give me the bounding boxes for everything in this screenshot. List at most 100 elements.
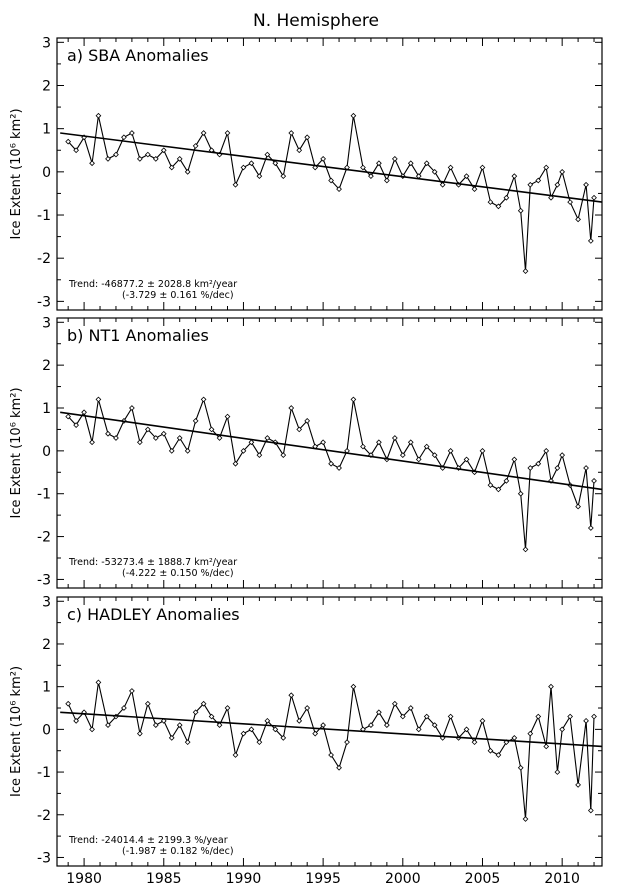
trend-line [60, 411, 603, 491]
data-point [296, 147, 303, 154]
data-point [280, 452, 287, 459]
data-point [200, 700, 207, 707]
data-point [548, 683, 554, 690]
data-point [176, 435, 183, 441]
data-point [535, 177, 542, 184]
data-point [296, 426, 303, 433]
data-point [105, 430, 111, 437]
data-point [288, 130, 295, 136]
data-point [447, 164, 454, 171]
data-point [184, 447, 191, 454]
data-point [360, 443, 366, 450]
trend-text-detail: (-3.729 ± 0.161 %/dec) [122, 290, 234, 301]
data-point [136, 730, 143, 737]
data-point [129, 688, 135, 694]
y-tick-label: 0 [42, 444, 51, 460]
trend-line [60, 132, 603, 203]
data-point [360, 164, 366, 171]
data-point [89, 160, 95, 167]
plot-frame [56, 596, 603, 867]
y-tick-label: 1 [42, 680, 51, 696]
data-point [479, 717, 486, 724]
panel-label: b) NT1 Anomalies [67, 326, 209, 345]
y-tick-label: 0 [42, 722, 51, 738]
y-tick-label: 2 [42, 78, 51, 94]
data-point [95, 679, 102, 686]
data-point [503, 194, 510, 201]
data-point [391, 435, 398, 441]
data-point [224, 413, 231, 420]
data-point [256, 452, 263, 459]
data-point [95, 396, 102, 403]
data-point [368, 722, 374, 728]
data-point [522, 268, 529, 275]
data-point [328, 460, 334, 467]
data-point [463, 456, 470, 463]
data-point [583, 717, 589, 724]
data-point [168, 447, 175, 454]
data-point [350, 683, 357, 690]
data-point [121, 705, 127, 711]
data-point [65, 700, 72, 707]
data-point [89, 439, 95, 446]
data-point [471, 739, 478, 746]
x-tick-label: 2005 [465, 871, 501, 887]
y-tick-label: 1 [42, 122, 51, 138]
y-tick-label: -2 [37, 808, 51, 824]
y-tick-label: -2 [37, 530, 51, 546]
data-point [264, 435, 271, 441]
data-point [81, 409, 87, 416]
data-point [431, 168, 438, 175]
data-point [73, 147, 79, 154]
data-point [591, 713, 597, 720]
series-line [67, 115, 595, 272]
data-point [431, 722, 438, 728]
data-point [65, 138, 72, 145]
data-point [95, 112, 102, 119]
data-point [136, 156, 143, 162]
data-point [511, 173, 518, 180]
data-point [129, 130, 135, 136]
data-point [479, 164, 486, 171]
data-point [591, 194, 597, 201]
data-point [256, 173, 263, 180]
data-point [320, 156, 326, 162]
data-point [567, 713, 573, 720]
data-point [376, 160, 382, 167]
data-point [554, 465, 561, 471]
data-point [176, 156, 183, 162]
data-point [391, 156, 398, 162]
data-point [144, 151, 151, 158]
data-point [423, 443, 430, 450]
x-tick-label: 2010 [544, 871, 580, 887]
y-axis-label: Ice Extent (10⁶ km²) [9, 387, 24, 518]
y-tick-label: -3 [37, 850, 51, 866]
data-point [575, 503, 581, 510]
data-point [304, 417, 311, 424]
trend-line [60, 711, 603, 748]
y-tick-label: 3 [42, 315, 51, 331]
data-point [543, 743, 550, 750]
data-point [548, 194, 554, 201]
data-point [152, 156, 159, 162]
data-point [129, 405, 135, 411]
trend-text-detail: (-1.987 ± 0.182 %/dec) [122, 846, 234, 857]
data-point [517, 490, 524, 497]
data-point [471, 186, 478, 192]
y-axis-label: Ice Extent (10⁶ km²) [9, 666, 24, 797]
data-point [232, 752, 239, 758]
data-point [487, 199, 494, 205]
data-point [407, 160, 414, 167]
data-point [288, 405, 295, 411]
data-point [216, 722, 223, 728]
y-tick-label: 2 [42, 358, 51, 374]
data-point [288, 692, 295, 699]
data-point [583, 465, 589, 471]
data-point [463, 726, 470, 733]
data-point [527, 465, 534, 471]
data-point [384, 722, 390, 728]
data-point [522, 546, 529, 553]
x-tick-label: 1990 [226, 871, 262, 887]
x-tick-label: 1985 [146, 871, 182, 887]
panel-label: c) HADLEY Anomalies [67, 605, 240, 624]
